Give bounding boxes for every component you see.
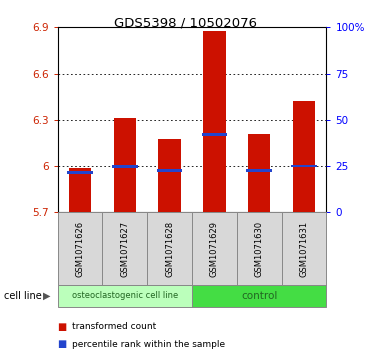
Bar (246, 169, 272, 172)
Bar (192, 212, 237, 285)
Bar (201, 133, 227, 136)
Bar (192, 285, 326, 307)
Bar (112, 165, 138, 168)
Bar (102, 212, 147, 285)
Text: GDS5398 / 10502076: GDS5398 / 10502076 (114, 16, 257, 29)
Bar (147, 212, 192, 285)
Text: control: control (241, 291, 278, 301)
Bar (158, 139, 181, 212)
Text: GSM1071628: GSM1071628 (165, 221, 174, 277)
Bar (291, 165, 317, 167)
Bar (69, 168, 91, 212)
Text: ■: ■ (58, 322, 67, 332)
Text: transformed count: transformed count (72, 322, 157, 331)
Bar (114, 118, 136, 212)
Bar (248, 134, 270, 212)
Text: GSM1071630: GSM1071630 (255, 221, 264, 277)
Bar (293, 101, 315, 212)
Text: ■: ■ (58, 339, 67, 349)
Bar (157, 169, 183, 172)
Bar (58, 212, 102, 285)
Text: GSM1071631: GSM1071631 (299, 221, 309, 277)
Text: ▶: ▶ (43, 291, 50, 301)
Text: percentile rank within the sample: percentile rank within the sample (72, 340, 226, 348)
Bar (237, 212, 282, 285)
Bar (67, 171, 93, 174)
Bar (282, 212, 326, 285)
Text: osteoclastogenic cell line: osteoclastogenic cell line (72, 291, 178, 300)
Bar (58, 285, 192, 307)
Text: cell line: cell line (4, 291, 42, 301)
Text: GSM1071627: GSM1071627 (120, 221, 129, 277)
Bar (203, 31, 226, 212)
Text: GSM1071626: GSM1071626 (75, 221, 85, 277)
Text: GSM1071629: GSM1071629 (210, 221, 219, 277)
